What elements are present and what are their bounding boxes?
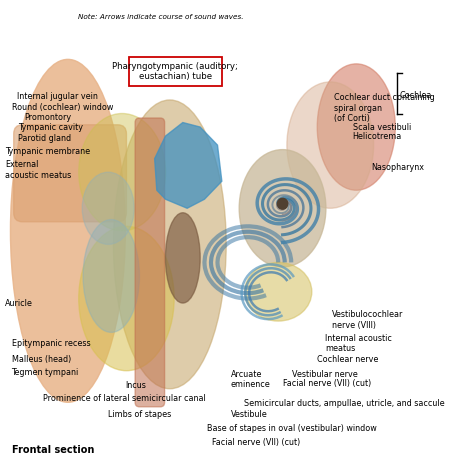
Text: Internal acoustic
meatus: Internal acoustic meatus	[325, 334, 392, 353]
Text: Parotid gland: Parotid gland	[18, 134, 71, 143]
Text: Tegmen tympani: Tegmen tympani	[11, 368, 79, 377]
Ellipse shape	[79, 113, 165, 231]
Text: Malleus (head): Malleus (head)	[11, 355, 71, 364]
Ellipse shape	[79, 226, 174, 371]
Text: Epitympanic recess: Epitympanic recess	[11, 339, 90, 348]
FancyBboxPatch shape	[135, 118, 164, 407]
Text: Tympanic cavity: Tympanic cavity	[18, 123, 83, 133]
Text: Base of stapes in oval (vestibular) window: Base of stapes in oval (vestibular) wind…	[207, 424, 376, 433]
Ellipse shape	[165, 213, 200, 303]
Text: Nasopharynx: Nasopharynx	[372, 163, 424, 172]
Text: Arcuate
eminence: Arcuate eminence	[230, 370, 270, 389]
Ellipse shape	[113, 100, 226, 389]
Polygon shape	[155, 122, 222, 208]
Text: Cochlea: Cochlea	[400, 91, 432, 100]
Text: Facial nerve (VII) (cut): Facial nerve (VII) (cut)	[212, 438, 301, 447]
Ellipse shape	[83, 219, 139, 332]
Text: Tympanic membrane: Tympanic membrane	[5, 147, 90, 156]
Text: Helicotrema: Helicotrema	[352, 132, 401, 141]
Text: Promontory: Promontory	[25, 112, 72, 122]
Text: External
acoustic meatus: External acoustic meatus	[5, 160, 71, 180]
Text: Internal jugular vein: Internal jugular vein	[17, 92, 98, 101]
FancyBboxPatch shape	[14, 125, 127, 222]
Text: Frontal section: Frontal section	[11, 445, 94, 455]
Ellipse shape	[82, 172, 134, 244]
Ellipse shape	[317, 64, 395, 190]
Text: Incus: Incus	[126, 381, 146, 390]
Text: Scala vestibuli: Scala vestibuli	[353, 122, 411, 132]
Text: Pharyngotympanic (auditory;
eustachian) tube: Pharyngotympanic (auditory; eustachian) …	[112, 62, 238, 81]
Text: Prominence of lateral semicircular canal: Prominence of lateral semicircular canal	[43, 394, 206, 403]
Text: Round (cochlear) window: Round (cochlear) window	[11, 103, 113, 112]
Circle shape	[277, 198, 288, 209]
Ellipse shape	[287, 82, 374, 208]
Ellipse shape	[10, 59, 125, 402]
Text: Note: Arrows indicate course of sound waves.: Note: Arrows indicate course of sound wa…	[78, 14, 244, 20]
Ellipse shape	[245, 262, 312, 321]
Text: Vestibule: Vestibule	[230, 410, 267, 420]
Text: Auricle: Auricle	[5, 298, 33, 308]
Text: Limbs of stapes: Limbs of stapes	[108, 410, 172, 420]
Ellipse shape	[239, 149, 326, 267]
Text: Vestibular nerve: Vestibular nerve	[292, 370, 358, 379]
Text: Vestibulocochlear
nerve (VIII): Vestibulocochlear nerve (VIII)	[332, 310, 404, 330]
Text: Cochlear duct containing
spiral organ
(of Corti): Cochlear duct containing spiral organ (o…	[334, 93, 435, 123]
Text: Facial nerve (VII) (cut): Facial nerve (VII) (cut)	[283, 379, 371, 388]
Text: Semicircular ducts, ampullae, utricle, and saccule: Semicircular ducts, ampullae, utricle, a…	[244, 399, 444, 408]
Text: Cochlear nerve: Cochlear nerve	[317, 355, 379, 364]
